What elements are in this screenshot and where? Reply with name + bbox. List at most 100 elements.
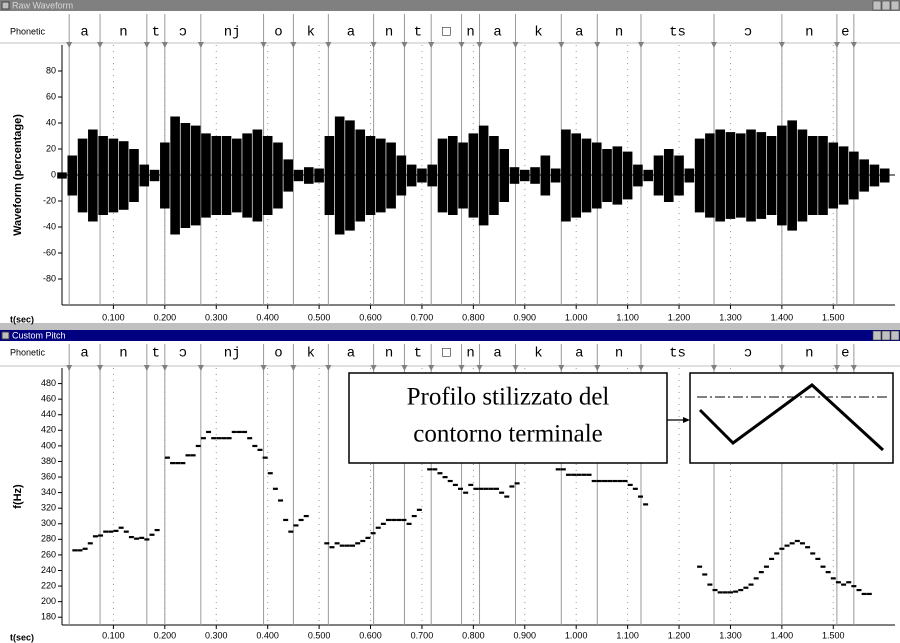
x-tick-label: 0.900 (514, 630, 537, 640)
waveform-envelope (458, 142, 468, 209)
annotation: Profilo stilizzato del contorno terminal… (348, 372, 894, 464)
pitch-point (601, 479, 607, 483)
phonetic-row (0, 12, 900, 43)
pitch-point (722, 591, 728, 594)
x-tick-label: 0.400 (256, 312, 279, 322)
x-tick-label: 0.100 (102, 630, 125, 640)
pitch-point (447, 479, 453, 483)
phonetic-label: a (575, 25, 583, 41)
waveform-envelope (509, 167, 520, 184)
x-tick-label: 0.800 (462, 312, 485, 322)
waveform-envelope (170, 116, 180, 235)
pitch-point (769, 557, 775, 561)
phonetic-label: n (615, 346, 623, 362)
pitch-point (350, 544, 356, 547)
phonetic-label: a (80, 346, 88, 362)
phonetic-label: ɔ (179, 346, 187, 362)
pitch-point (509, 485, 515, 488)
pitch-point (118, 526, 124, 529)
pitch-point (825, 571, 831, 574)
pitch-point (493, 487, 499, 490)
waveform-envelope (499, 149, 510, 202)
window-button[interactable] (872, 330, 882, 341)
pitch-point (236, 430, 242, 434)
boundary-marker (325, 365, 332, 371)
phonetic-label: n (119, 25, 127, 41)
pitch-point (303, 514, 309, 518)
phonetic-label: n (119, 346, 127, 362)
pitch-point (195, 444, 201, 448)
y-tick-label: 320 (41, 503, 56, 513)
annotation-text: Profilo stilizzato del (407, 384, 610, 411)
phonetic-label: □ (442, 25, 451, 41)
phonetic-label: ts (669, 25, 686, 41)
y-tick-label: 440 (41, 409, 56, 419)
phonetic-label: a (493, 25, 501, 41)
row-label: Phonetic (10, 347, 46, 357)
boundary-marker (428, 365, 435, 371)
pitch-point (861, 592, 867, 596)
boundary-marker (370, 365, 377, 371)
phonetic-label: n (615, 25, 623, 41)
phonetic-label: e (841, 25, 849, 41)
waveform-envelope (478, 125, 489, 226)
pitch-point (789, 542, 795, 545)
x-tick-label: 1.300 (719, 312, 742, 322)
waveform-envelope (190, 125, 201, 226)
waveform-envelope (684, 168, 695, 183)
pitch-point (92, 535, 98, 538)
waveform-envelope (787, 120, 797, 231)
pitch-point (488, 487, 494, 490)
waveform-envelope (293, 169, 304, 182)
window-button[interactable] (881, 0, 891, 11)
phonetic-label: k (534, 25, 542, 41)
waveform-envelope (252, 129, 263, 222)
pitch-point (846, 581, 852, 584)
y-tick-label: 60 (46, 91, 56, 101)
pitch-point (411, 514, 417, 518)
y-axis-title: f(Hz) (12, 484, 24, 509)
waveform-envelope (571, 133, 581, 218)
window-button[interactable] (881, 330, 891, 341)
waveform-envelope (540, 155, 551, 196)
waveform-envelope (766, 136, 777, 215)
pitch-point (123, 530, 129, 533)
title-bar (0, 330, 900, 341)
pitch-point (612, 479, 618, 483)
waveform-envelope (386, 142, 396, 209)
x-tick-label: 1.200 (668, 630, 691, 640)
waveform-envelope (735, 133, 746, 218)
pitch-point (175, 462, 181, 465)
phonetic-label: t (152, 25, 160, 41)
waveform-envelope (756, 132, 767, 219)
window-button[interactable] (890, 330, 900, 341)
y-tick-label: 340 (41, 487, 56, 497)
pitch-point (794, 539, 800, 543)
phonetic-label: a (575, 346, 583, 362)
x-tick-label: 1.500 (822, 630, 845, 640)
boundary-marker (97, 42, 104, 48)
waveform-envelope (530, 167, 540, 184)
pitch-point (702, 573, 708, 576)
waveform-envelope (406, 164, 417, 187)
waveform-envelope (67, 155, 78, 196)
annotation-text: contorno terminale (413, 421, 603, 448)
waveform-envelope (149, 169, 160, 182)
pitch-point (712, 588, 718, 592)
pitch-point (473, 487, 479, 490)
waveform-envelope (818, 136, 828, 215)
window-button[interactable] (872, 0, 882, 11)
y-tick-label: 380 (41, 456, 56, 466)
x-tick-label: 0.400 (256, 630, 279, 640)
pitch-point (437, 472, 443, 475)
boundary-marker (711, 365, 718, 371)
pitch-point (329, 546, 335, 549)
pitch-point (200, 437, 206, 440)
waveform-envelope (283, 159, 294, 192)
pitch-point (427, 468, 433, 471)
pitch-point (452, 483, 458, 487)
boundary-marker (325, 42, 332, 48)
pitch-point (87, 542, 93, 545)
window-button[interactable] (890, 0, 900, 11)
waveform-envelope (211, 136, 222, 215)
